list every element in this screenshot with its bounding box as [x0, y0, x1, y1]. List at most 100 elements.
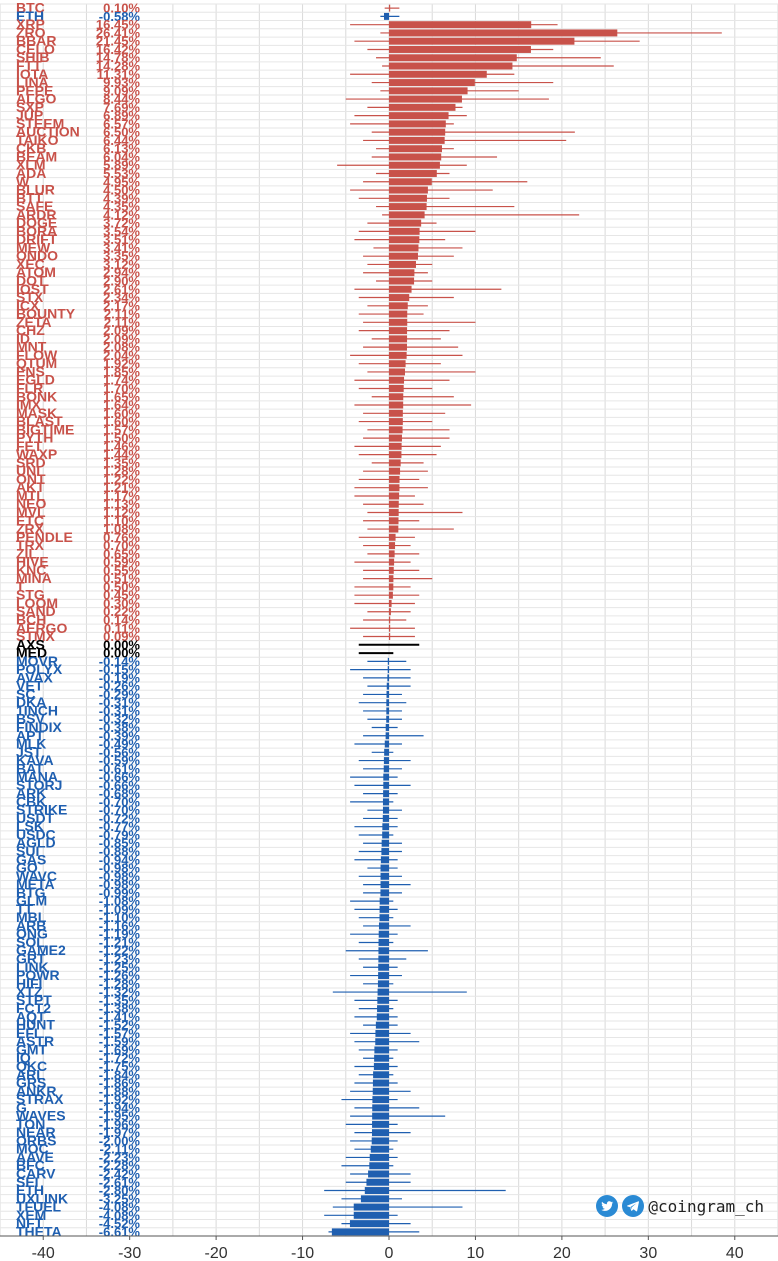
row-label-fet: FET [16, 438, 43, 454]
row-value-usdc: -0.79% [99, 827, 141, 842]
row-value-pendle: 0.76% [103, 530, 140, 545]
bar-near [371, 1129, 389, 1137]
bar-bora [389, 227, 420, 235]
row-value-flow: 2.04% [103, 348, 140, 363]
bar-stg [389, 591, 393, 599]
row-label-gas: GAS [16, 851, 46, 867]
row-label-xtz: XTZ [16, 984, 43, 1000]
row-label-ardr: ARDR [16, 206, 56, 222]
bar-ont [389, 475, 400, 483]
row-value-akt: 1.21% [103, 480, 140, 495]
bar-mask [389, 409, 403, 417]
row-label-nft: NFT [16, 1215, 44, 1231]
row-value-btc: 0.10% [103, 1, 140, 16]
row-label-storj: STORJ [16, 777, 62, 793]
row-label-avax: AVAX [16, 669, 53, 685]
row-label-stmx: STMX [16, 628, 56, 644]
bar-atom [389, 269, 415, 277]
row-label-go: GO [16, 860, 38, 876]
row-value-sei: -2.61% [99, 1175, 141, 1190]
x-tick-label: 10 [467, 1245, 485, 1261]
row-value-moc: -2.11% [100, 1142, 141, 1157]
bar-stmx [389, 633, 391, 641]
bar-stx [389, 294, 410, 302]
row-value-qkc: -1.75% [99, 1059, 141, 1074]
bar-zro [389, 29, 618, 37]
bar-ark [383, 790, 389, 798]
row-label-t: T [16, 578, 25, 594]
row-label-mew: MEW [16, 239, 51, 255]
bar-meta [380, 881, 389, 889]
x-tick-label: 0 [385, 1245, 394, 1261]
bar-lsk [382, 823, 389, 831]
row-label-stx: STX [16, 289, 44, 305]
row-label-pendle: PENDLE [16, 529, 73, 545]
telegram-plane-icon [622, 1195, 645, 1217]
row-label-atom: ATOM [16, 264, 56, 280]
row-label-egld: EGLD [16, 372, 55, 388]
row-value-mina: 0.51% [103, 571, 140, 586]
row-value-zeta: 2.11% [104, 315, 141, 330]
horizontal-gridlines [0, 3, 778, 1237]
bar-algo [389, 95, 462, 103]
row-value-near: -1.97% [99, 1125, 141, 1140]
row-value-xlm: 5.89% [103, 158, 140, 173]
row-label-lina: LINA [16, 74, 49, 90]
row-label-1inch: 1INCH [16, 702, 58, 718]
bar-xtz [377, 988, 389, 996]
row-value-efl: -1.57% [99, 1026, 141, 1041]
row-value-storj: -0.66% [99, 778, 141, 793]
row-label-bsv: BSV [16, 711, 45, 727]
row-value-hifi: -1.28% [99, 976, 141, 991]
row-label-iq: IQ [16, 1050, 31, 1066]
row-value-etc: 1.10% [103, 513, 140, 528]
bar-grt [378, 955, 389, 963]
row-label-loom: LOOM [16, 595, 58, 611]
row-label-agld: AGLD [16, 835, 56, 851]
row-label-flr: FLR [16, 380, 43, 396]
row-value-doge: 3.72% [103, 216, 140, 231]
bar-dka [386, 699, 389, 707]
x-tick-label: -40 [32, 1245, 55, 1261]
row-value-arl: -1.84% [99, 1067, 141, 1082]
row-value-hive: 0.59% [103, 555, 140, 570]
row-label-moc: MOC [16, 1141, 49, 1157]
bar-beam [389, 153, 442, 161]
bar-waxp [389, 451, 402, 459]
row-label-hifi: HIFI [16, 975, 42, 991]
bar-btg [380, 889, 389, 897]
row-label-ong: ONG [16, 926, 48, 942]
bar-trx [389, 542, 396, 550]
row-label-polyx: POLYX [16, 661, 63, 677]
bar-theta [331, 1228, 389, 1236]
row-value-eth: -0.58% [99, 9, 141, 24]
row-value-mvl: 1.12% [103, 505, 140, 520]
bar-jst [384, 748, 389, 756]
row-value-ftt: 14.28% [96, 59, 141, 74]
bar-storj [383, 781, 389, 789]
bar-movr [387, 657, 389, 665]
row-value-agld: -0.85% [99, 836, 141, 851]
bar-g [372, 1104, 389, 1112]
bar-hive [389, 558, 395, 566]
row-value-iost: 2.61% [103, 282, 140, 297]
row-label-sand: SAND [16, 603, 56, 619]
row-value-stpt: -1.35% [99, 993, 141, 1008]
row-value-meta: -0.98% [99, 877, 141, 892]
bar-pepe [389, 87, 468, 95]
bar-bounty [389, 310, 408, 318]
bar-zrx [389, 525, 399, 533]
bar-pyth [389, 434, 402, 442]
row-label-powr: POWR [16, 967, 60, 983]
row-label-mvl: MVL [16, 504, 46, 520]
row-label-btt: BTT [16, 190, 44, 206]
row-label-link: LINK [16, 959, 49, 975]
row-label-etc: ETC [16, 512, 44, 528]
row-value-kava: -0.59% [99, 753, 141, 768]
row-value-beam: 6.04% [103, 149, 140, 164]
bar-jup [389, 112, 449, 120]
bar-moc [370, 1145, 389, 1153]
twitter-bird-icon [596, 1195, 619, 1217]
row-value-mlk: -0.49% [99, 737, 141, 752]
